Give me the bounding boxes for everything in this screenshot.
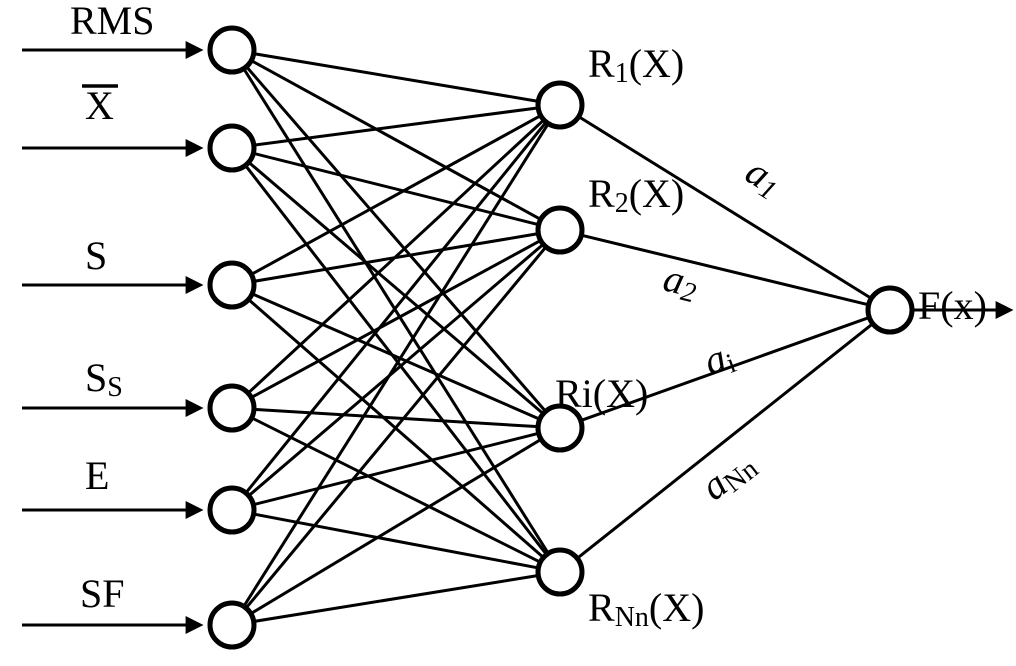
- output-label: F(x): [918, 283, 987, 328]
- input-label-xbar: X: [85, 83, 114, 128]
- weight-label-3: aNn: [692, 440, 764, 511]
- input-node-2: [210, 263, 254, 307]
- input-node-1: [210, 126, 254, 170]
- hidden-label-r2: R2(X): [588, 171, 684, 219]
- weight-label-2: ai: [698, 332, 741, 387]
- input-node-4: [210, 488, 254, 532]
- input-label-ss: SS: [85, 355, 123, 403]
- input-label-rms: RMS: [70, 0, 155, 43]
- input-label-sf: SF: [80, 571, 125, 616]
- hidden-label-rnn: RNn(X): [588, 585, 704, 633]
- hidden-node-0: [538, 83, 582, 127]
- input-node-3: [210, 386, 254, 430]
- hidden-node-1: [538, 208, 582, 252]
- output-node: [868, 288, 912, 332]
- input-node-0: [210, 28, 254, 72]
- hidden-label-r1: R1(X): [588, 41, 684, 89]
- hidden-node-3: [538, 550, 582, 594]
- input-node-5: [210, 603, 254, 647]
- input-label-s: S: [85, 233, 107, 278]
- input-label-e: E: [85, 453, 109, 498]
- hidden-label-ri: Ri(X): [555, 371, 648, 416]
- weight-label-0: a1: [736, 148, 790, 207]
